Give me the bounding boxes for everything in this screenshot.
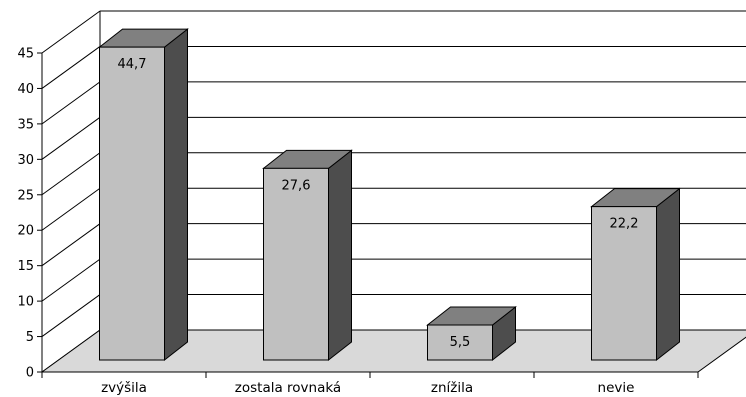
bar-front bbox=[591, 206, 657, 361]
gridline-side bbox=[41, 223, 101, 267]
y-tick-label: 15 bbox=[17, 259, 34, 274]
y-tick-label: 20 bbox=[17, 224, 34, 239]
gridline-side bbox=[41, 116, 101, 160]
gridline-side bbox=[41, 187, 101, 231]
y-tick-label: 30 bbox=[17, 153, 34, 168]
bar-data-label: 5,5 bbox=[450, 335, 471, 350]
x-category-label: zvýšila bbox=[101, 380, 147, 396]
bar-side bbox=[164, 28, 188, 362]
y-axis-ticks: 0 5 10 15 20 25 30 35 40 45 bbox=[17, 47, 42, 381]
gridline-side bbox=[41, 46, 101, 89]
bar-side bbox=[656, 187, 680, 362]
y-tick-label: 40 bbox=[17, 82, 34, 97]
chart-bars: 44,7 27,6 5,5 22,2 bbox=[98, 28, 681, 362]
bar-front bbox=[263, 167, 329, 361]
bar: 44,7 bbox=[98, 28, 189, 362]
y-tick-label: 5 bbox=[26, 330, 34, 345]
bar-data-label: 44,7 bbox=[118, 57, 147, 72]
bar-data-label: 22,2 bbox=[610, 217, 639, 232]
x-category-label: znížila bbox=[431, 380, 473, 396]
bar-front bbox=[99, 46, 165, 361]
bar-front bbox=[427, 324, 493, 361]
y-tick-label: 35 bbox=[17, 117, 34, 132]
gridline-side bbox=[41, 258, 101, 302]
bar-data-label: 27,6 bbox=[282, 178, 311, 193]
x-category-label: zostala rovnaká bbox=[235, 380, 341, 396]
y-tick-label: 25 bbox=[17, 188, 34, 203]
gridline-side bbox=[41, 152, 101, 196]
gridline-side bbox=[41, 10, 101, 54]
x-category-label: nevie bbox=[598, 380, 635, 396]
bar-side bbox=[328, 149, 352, 362]
gridline-side bbox=[41, 81, 101, 125]
gridline-side bbox=[41, 294, 101, 337]
y-tick-label: 0 bbox=[26, 366, 34, 381]
bar: 27,6 bbox=[262, 149, 353, 362]
bar: 22,2 bbox=[590, 187, 681, 362]
bar: 5,5 bbox=[426, 305, 517, 362]
y-tick-label: 45 bbox=[17, 47, 34, 62]
y-tick-label: 10 bbox=[17, 295, 34, 310]
x-axis-labels: zvýšila zostala rovnaká znížila nevie bbox=[101, 380, 634, 396]
